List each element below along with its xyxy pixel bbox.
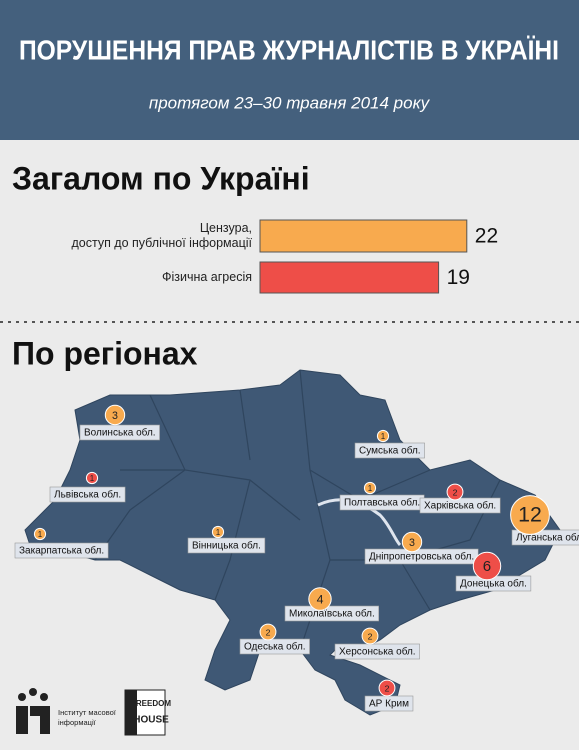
region-label-box <box>49 486 126 503</box>
value-label: 22 <box>475 225 498 248</box>
region-label: АР Крим <box>369 699 409 710</box>
region-circle <box>259 623 277 641</box>
region-label-box <box>354 442 425 459</box>
region-marker: АР Крим 2 <box>364 679 414 712</box>
value-label: 19 <box>447 266 470 289</box>
region-label-box <box>334 643 420 660</box>
region-marker: Луганська обл.12 <box>510 495 579 546</box>
subtitle: протягом 23–30 травня 2014 року <box>149 93 431 112</box>
region-circle <box>510 495 550 535</box>
region-label: Донецька обл. <box>460 578 527 590</box>
region-circle <box>104 404 126 426</box>
region-circle <box>376 429 390 443</box>
region-label: Дніпропетровська обл. <box>369 551 474 563</box>
region-marker: Дніпропетровська обл. 3 <box>364 531 479 565</box>
region-circle <box>446 483 464 501</box>
region-value: 1 <box>90 474 95 483</box>
region-circle <box>211 525 225 539</box>
region-label: Харківська обл. <box>424 500 496 512</box>
logo-dot <box>29 688 37 696</box>
region-value: 12 <box>518 503 542 527</box>
category-label: Цензура, <box>200 221 252 235</box>
section-title: По регіонах <box>12 335 198 371</box>
region-value: 2 <box>368 631 373 641</box>
region-circle <box>361 627 379 645</box>
imi-name: інформації <box>58 718 97 727</box>
region-value: 3 <box>112 410 118 422</box>
region-circle <box>33 527 47 541</box>
region-label-box <box>14 542 109 559</box>
section-title: Загалом по Україні <box>12 160 310 196</box>
region-value: 1 <box>38 530 43 539</box>
fh-logo-bar <box>125 690 137 735</box>
bar <box>259 219 468 253</box>
region-label: Волинська обл. <box>84 427 156 439</box>
region-value: 3 <box>409 537 415 549</box>
region-value: 2 <box>453 487 458 497</box>
map-outline <box>24 369 561 716</box>
region-circle <box>472 551 502 581</box>
region-label: Вінницька обл. <box>192 540 261 552</box>
region-value: 1 <box>368 484 373 493</box>
header-band <box>0 0 579 140</box>
region-label-box <box>187 537 266 554</box>
region-marker: Вінницька обл. 1 <box>187 525 266 554</box>
fh-name: HOUSE <box>133 715 169 726</box>
region-label-box <box>284 605 380 622</box>
region-value: 2 <box>385 683 390 693</box>
river <box>317 498 402 547</box>
region-marker: Одеська обл. 2 <box>239 623 310 655</box>
region-circle <box>378 679 396 697</box>
title: ПОРУШЕННЯ ПРАВ ЖУРНАЛІСТІВ В УКРАЇНІ <box>19 34 559 65</box>
region-value: 2 <box>266 627 271 637</box>
region-label: Закарпатська обл. <box>19 545 104 557</box>
logo-dot <box>18 693 26 701</box>
region-marker: Харківська обл. 2 <box>419 483 501 514</box>
region-label: Львівська обл. <box>54 489 121 501</box>
region-marker: Миколаївська обл. 4 <box>284 587 380 622</box>
region-marker: Полтавська обл. 1 <box>339 481 425 511</box>
region-marker: Сумська обл. 1 <box>354 429 425 459</box>
footer: Інститут масової інформації FREEDOM HOUS… <box>16 688 171 736</box>
region-label-box <box>79 424 160 441</box>
region-circle <box>308 587 332 611</box>
region-label: Миколаївська обл. <box>289 608 375 620</box>
logo-shape <box>16 706 50 734</box>
region-circle <box>363 481 377 495</box>
region-label: Сумська обл. <box>359 445 421 457</box>
category-label: Фізична агресія <box>162 270 252 284</box>
region-label: Одеська обл. <box>244 641 306 653</box>
imi-name: Інститут масової <box>58 708 117 717</box>
region-label-box <box>239 638 310 655</box>
region-value: 1 <box>216 528 221 537</box>
region-marker: Львівська обл. 1 <box>49 471 126 503</box>
category-label: доступ до публічної інформації <box>71 236 252 250</box>
region-label: Херсонська обл. <box>339 646 416 658</box>
region-marker: Волинська обл. 3 <box>79 404 160 441</box>
region-marker: Донецька обл. 6 <box>455 551 532 592</box>
region-marker: Херсонська обл. 2 <box>334 627 420 660</box>
region-value: 6 <box>483 558 491 575</box>
region-value: 1 <box>381 432 386 441</box>
logo-dot <box>40 693 48 701</box>
region-marker: Закарпатська обл. 1 <box>14 527 109 559</box>
bar <box>259 261 440 294</box>
fh-name: FREEDOM <box>131 699 171 708</box>
region-value: 4 <box>317 592 324 606</box>
region-circle <box>85 471 99 485</box>
region-label: Полтавська обл. <box>344 497 420 509</box>
region-circle <box>401 531 423 553</box>
